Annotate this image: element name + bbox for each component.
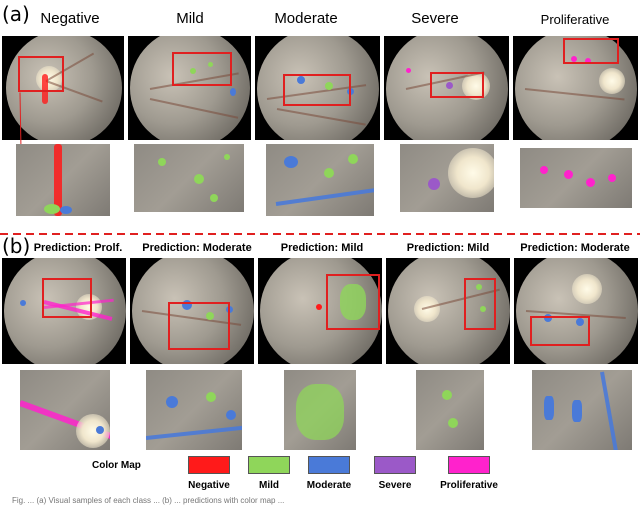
legend-swatch-severe <box>374 456 416 474</box>
legend-swatch-moderate <box>308 456 350 474</box>
prediction-title-1: Prediction: Prolf. <box>33 242 123 254</box>
zoom-crop-moderate <box>266 144 374 216</box>
legend-label-negative: Negative <box>188 480 230 491</box>
prediction-zoom-crop-5 <box>532 370 632 450</box>
prediction-zoom-crop-4 <box>416 370 484 450</box>
fundus-image-severe <box>384 36 509 140</box>
fundus-image-proliferative <box>513 36 638 140</box>
prediction-zoom-crop-2 <box>146 370 242 450</box>
prediction-fundus-image-1 <box>2 258 126 364</box>
zoom-crop-proliferative <box>520 148 632 208</box>
column-title-moderate: Moderate <box>274 10 338 27</box>
zoom-crop-severe <box>400 144 494 212</box>
column-title-negative: Negative <box>40 10 100 27</box>
column-title-proliferative: Proliferative <box>540 12 610 27</box>
column-title-mild: Mild <box>176 10 204 27</box>
section-divider <box>0 233 640 235</box>
legend-swatch-proliferative <box>448 456 490 474</box>
legend-swatch-negative <box>188 456 230 474</box>
legend-label-proliferative: Proliferative <box>440 480 498 491</box>
legend-label-severe: Severe <box>378 480 412 491</box>
panel-b-label: (b) <box>2 234 31 258</box>
prediction-zoom-crop-3 <box>284 370 356 450</box>
legend-title: Color Map <box>92 460 141 471</box>
zoom-crop-mild <box>134 144 244 212</box>
legend-swatch-mild <box>248 456 290 474</box>
prediction-title-4: Prediction: Mild <box>406 242 490 254</box>
fundus-image-moderate <box>255 36 380 140</box>
prediction-fundus-image-3 <box>258 258 382 364</box>
panel-a-label: (a) <box>2 2 30 26</box>
prediction-fundus-image-5 <box>514 258 638 364</box>
prediction-title-2: Prediction: Moderate <box>142 242 252 254</box>
figure-caption: Fig. ... (a) Visual samples of each clas… <box>12 496 285 505</box>
legend-label-mild: Mild <box>259 480 279 491</box>
zoom-crop-negative <box>16 144 110 216</box>
prediction-zoom-crop-1 <box>20 370 110 450</box>
prediction-fundus-image-2 <box>130 258 254 364</box>
fundus-image-negative <box>2 36 124 140</box>
prediction-fundus-image-4 <box>386 258 510 364</box>
prediction-title-3: Prediction: Mild <box>280 242 364 254</box>
fundus-image-mild <box>128 36 251 140</box>
prediction-title-5: Prediction: Moderate <box>520 242 630 254</box>
legend-label-moderate: Moderate <box>306 480 352 491</box>
column-title-severe: Severe <box>411 10 459 27</box>
